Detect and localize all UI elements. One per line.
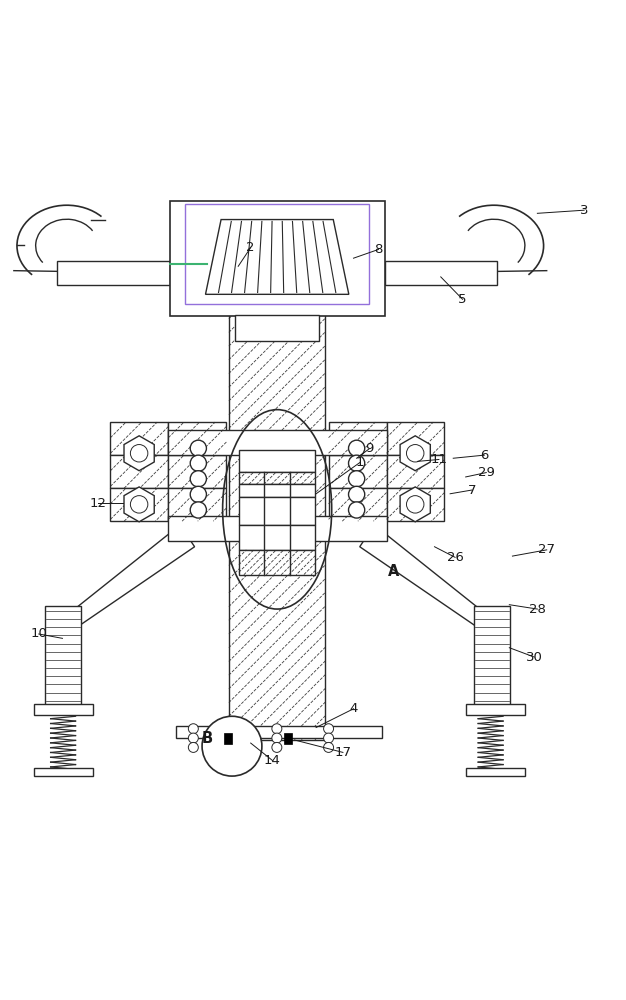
Text: 5: 5 [458,293,467,306]
Text: 8: 8 [374,243,382,256]
Bar [34,768,93,776]
Circle shape [349,440,365,456]
Text: 30: 30 [526,651,543,664]
Bar [110,488,168,521]
Text: 17: 17 [334,746,351,759]
Bar [168,455,227,488]
Text: B: B [202,731,213,746]
Circle shape [406,496,424,513]
Circle shape [324,724,334,734]
Text: 3: 3 [580,204,588,217]
Circle shape [324,733,334,743]
Bar [239,484,316,497]
Bar [58,261,170,285]
Circle shape [349,502,365,518]
Text: 14: 14 [264,754,281,767]
Bar [34,704,93,715]
Text: 11: 11 [431,453,448,466]
Circle shape [190,502,207,518]
Bar [386,422,444,455]
Bar [384,261,497,285]
Bar [185,204,369,304]
Text: 2: 2 [247,241,255,254]
Bar [45,606,81,706]
Text: 4: 4 [349,702,357,715]
Text: 12: 12 [90,497,106,510]
Bar [168,488,227,521]
Text: 7: 7 [468,484,476,497]
Bar [168,516,386,541]
Bar [329,488,386,521]
Text: 9: 9 [365,442,373,455]
Polygon shape [360,528,488,628]
Bar [284,733,292,744]
Bar [466,768,525,776]
Circle shape [130,496,148,513]
Circle shape [272,724,282,734]
Polygon shape [67,528,195,628]
Bar [239,550,316,575]
Polygon shape [205,220,349,294]
Circle shape [190,471,207,487]
Text: A: A [388,564,400,579]
Bar [386,488,444,521]
Bar [466,704,525,715]
Bar [474,606,510,706]
Bar [168,430,386,455]
Circle shape [349,486,365,502]
Text: 26: 26 [447,551,463,564]
Bar [329,422,386,455]
Text: 1: 1 [356,456,364,469]
Bar [239,472,316,484]
Bar [239,497,316,525]
Bar [386,455,444,488]
Bar [110,455,168,488]
Circle shape [190,455,207,471]
Circle shape [406,445,424,462]
Circle shape [190,486,207,502]
Polygon shape [124,487,154,522]
Text: 6: 6 [480,449,488,462]
Text: 10: 10 [30,627,47,640]
Text: 29: 29 [478,466,495,479]
Circle shape [349,471,365,487]
Bar [224,733,232,744]
Circle shape [349,455,365,471]
Bar [168,422,227,455]
Bar [329,455,386,488]
Polygon shape [400,436,430,471]
Text: 28: 28 [529,603,546,616]
Circle shape [188,733,198,743]
Bar [229,223,326,740]
Circle shape [188,742,198,752]
Bar [176,726,382,738]
Circle shape [130,445,148,462]
Polygon shape [400,487,430,522]
Bar [239,525,316,550]
Circle shape [202,716,262,776]
Circle shape [188,724,198,734]
Bar [239,450,316,472]
Polygon shape [124,436,154,471]
Text: 27: 27 [538,543,555,556]
Circle shape [272,742,282,752]
Bar [110,422,168,455]
Bar [170,201,384,316]
Circle shape [324,742,334,752]
Circle shape [272,733,282,743]
Circle shape [190,440,207,456]
Bar [235,315,319,341]
